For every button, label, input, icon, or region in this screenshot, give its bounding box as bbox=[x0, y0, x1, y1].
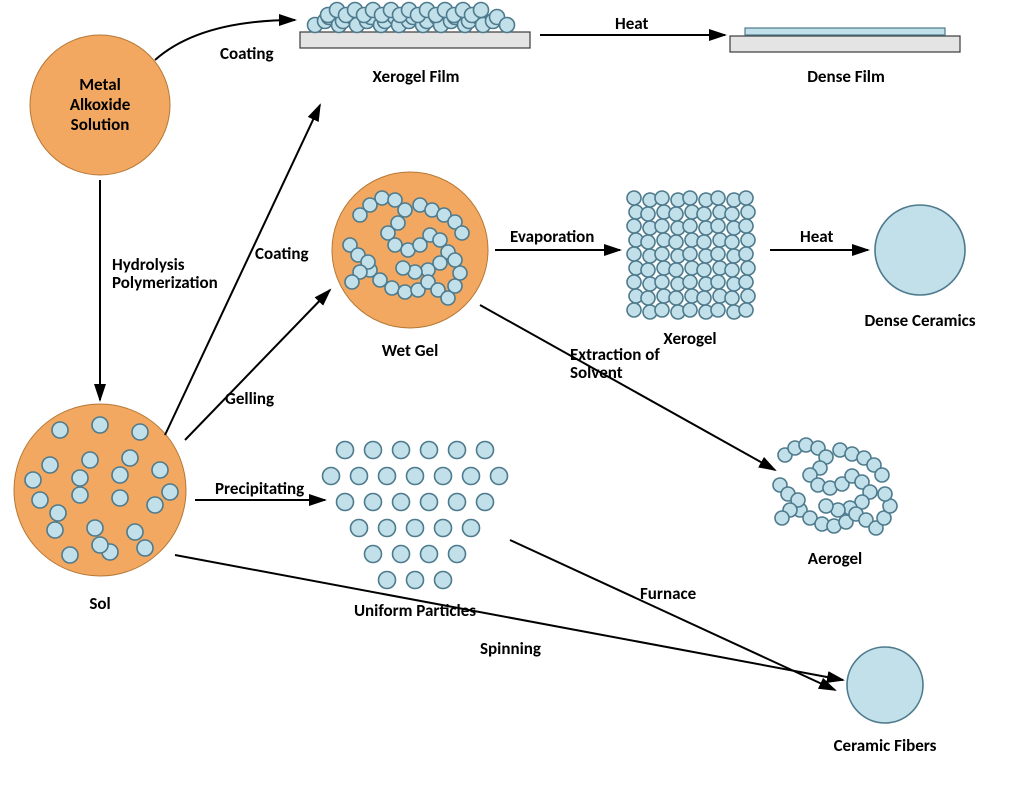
svg-text:Heat: Heat bbox=[800, 226, 834, 247]
edge-coating-2 bbox=[165, 105, 320, 435]
edge-spinning bbox=[175, 555, 843, 680]
edge-extraction bbox=[480, 305, 775, 470]
svg-text:Sol: Sol bbox=[89, 593, 110, 614]
svg-text:HydrolysisPolymerization: HydrolysisPolymerization bbox=[112, 254, 218, 293]
svg-text:Xerogel Film: Xerogel Film bbox=[372, 66, 459, 87]
svg-text:Dense Ceramics: Dense Ceramics bbox=[864, 310, 975, 331]
svg-text:Ceramic Fibers: Ceramic Fibers bbox=[834, 735, 937, 756]
node-xerogel-film: Xerogel Film bbox=[300, 3, 530, 88]
svg-text:Gelling: Gelling bbox=[225, 388, 274, 409]
node-sol: Sol bbox=[14, 404, 186, 614]
svg-text:Evaporation: Evaporation bbox=[510, 226, 594, 247]
node-dense-ceramics-top: Dense Ceramics bbox=[864, 205, 975, 331]
node-metal-alkoxide: MetalAlkoxideSolution bbox=[30, 35, 170, 175]
svg-text:Aerogel: Aerogel bbox=[808, 548, 862, 569]
node-wet-gel: Wet Gel bbox=[332, 172, 488, 361]
edge-gelling bbox=[185, 290, 330, 440]
svg-text:Coating: Coating bbox=[220, 43, 274, 64]
svg-text:Extraction ofSolvent: Extraction ofSolvent bbox=[570, 344, 660, 383]
node-dense-film: Dense Film bbox=[730, 28, 960, 87]
svg-text:Precipitating: Precipitating bbox=[215, 478, 304, 499]
svg-text:Xerogel: Xerogel bbox=[663, 328, 716, 349]
svg-text:Spinning: Spinning bbox=[480, 638, 541, 659]
node-ceramic-fibers: Ceramic Fibers bbox=[834, 647, 937, 756]
svg-text:Wet Gel: Wet Gel bbox=[382, 340, 439, 361]
svg-text:Heat: Heat bbox=[615, 13, 649, 34]
node-aerogel: Aerogel bbox=[773, 438, 897, 569]
svg-text:Uniform Particles: Uniform Particles bbox=[354, 600, 476, 621]
node-xerogel: Xerogel bbox=[627, 191, 755, 349]
svg-text:Coating: Coating bbox=[255, 243, 309, 264]
node-uniform-particles: Uniform Particles bbox=[323, 442, 508, 622]
svg-text:Furnace: Furnace bbox=[640, 583, 697, 604]
edge-furnace bbox=[510, 540, 835, 690]
svg-text:Dense Film: Dense Film bbox=[807, 66, 885, 87]
